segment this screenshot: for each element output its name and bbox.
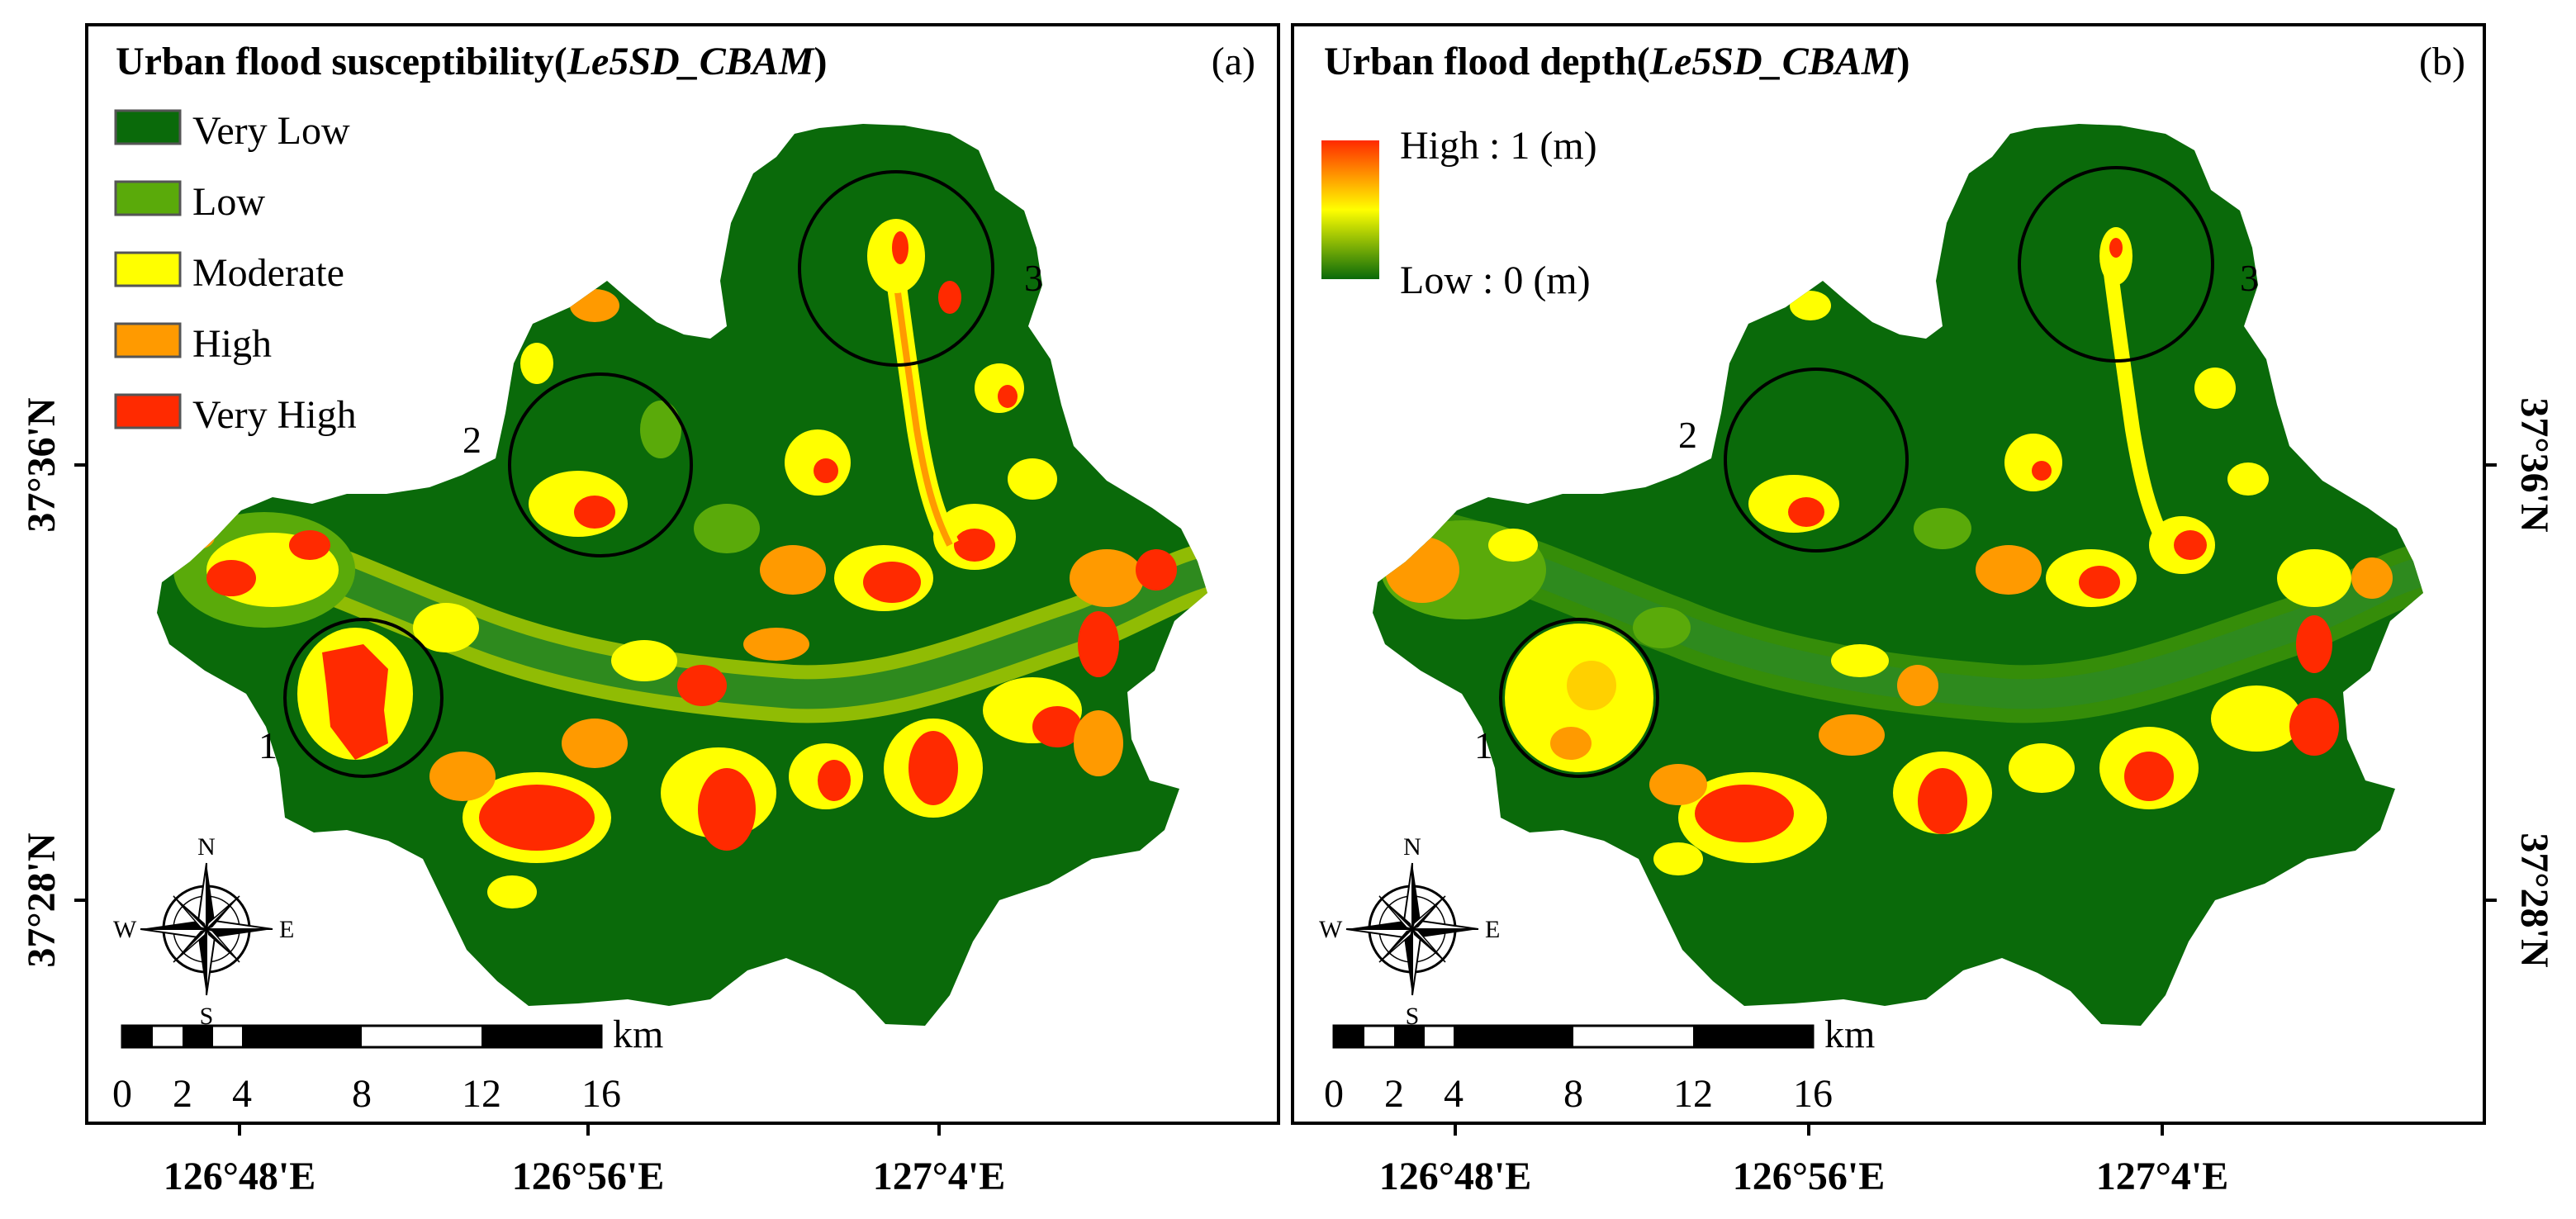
scale-tick-a: 4	[232, 1072, 252, 1116]
scale-tick-b: 16	[1793, 1072, 1833, 1116]
legend-swatch	[114, 180, 182, 216]
legend-swatch	[114, 322, 182, 358]
flood-map-a: 1 2 3	[157, 124, 1207, 1026]
depth-legend: High : 1 (m) Low : 0 (m)	[1321, 124, 1597, 302]
panel-a-label: (a)	[1212, 40, 1255, 83]
scale-tick-b: 12	[1673, 1072, 1713, 1116]
susceptibility-legend: Very Low Low Moderate High Very High	[114, 109, 357, 437]
panel-b-label: (b)	[2419, 40, 2465, 83]
compass-point-e	[206, 929, 273, 937]
scale-tick-a: 8	[352, 1072, 372, 1116]
compass-point-n	[206, 863, 215, 929]
scale-unit-a: km	[613, 1013, 663, 1056]
legend-label: High	[192, 322, 272, 366]
circle-label-3-b: 3	[2240, 257, 2259, 299]
compass-rose-a: N S E W	[113, 833, 294, 1030]
scale-tick-a: 0	[112, 1072, 132, 1116]
y-label-a-2: 37°28'N	[20, 832, 64, 968]
circle-region-3-a	[798, 170, 994, 367]
compass-n-label: N	[197, 833, 216, 861]
depth-legend-high: High : 1 (m)	[1400, 124, 1597, 168]
y-label-b-1: 37°36'N	[2512, 397, 2556, 533]
circle-region-2-a	[508, 372, 693, 557]
compass-e-label: E	[279, 916, 294, 943]
compass-point-n	[1412, 863, 1421, 929]
compass-s-label: S	[200, 1003, 214, 1030]
x-label-b-1: 126°48'E	[1379, 1155, 1532, 1198]
y-label-a-1: 37°36'N	[20, 397, 64, 533]
circle-label-2-a: 2	[463, 419, 482, 461]
scale-tick-b: 4	[1444, 1072, 1464, 1116]
legend-item-very-high: Very High	[114, 393, 357, 437]
legend-swatch	[114, 393, 182, 429]
x-label-a-2: 126°56'E	[512, 1155, 665, 1198]
compass-w-label: W	[113, 916, 137, 943]
panel-a: 1 2 3 Urban flood susceptibility(Le5SD_C…	[20, 23, 1280, 1198]
axes-b: 126°48'E 126°56'E 127°4'E 37°36'N 37°28'…	[1379, 397, 2556, 1198]
compass-point-w	[140, 921, 206, 929]
compass-n-label: N	[1403, 833, 1421, 861]
compass-point-s	[198, 929, 206, 995]
y-label-b-2: 37°28'N	[2512, 832, 2556, 968]
compass-s-label: S	[1406, 1003, 1420, 1030]
legend-label: Moderate	[192, 251, 344, 295]
scale-tick-b: 2	[1384, 1072, 1404, 1116]
x-label-a-1: 126°48'E	[164, 1155, 316, 1198]
circle-label-1-b: 1	[1474, 724, 1493, 766]
legend-item-high: High	[114, 322, 272, 366]
scale-tick-a: 16	[581, 1072, 621, 1116]
legend-swatch	[114, 251, 182, 287]
susceptibility-zones-a	[157, 219, 1207, 908]
axes-a: 126°48'E 126°56'E 127°4'E 37°36'N 37°28'…	[20, 397, 1005, 1198]
circle-region-1-a	[283, 618, 444, 778]
circle-region-1-b	[1499, 618, 1659, 778]
compass-rose-b: N S E W	[1319, 833, 1500, 1030]
scale-tick-b: 8	[1563, 1072, 1583, 1116]
compass-point-s	[1404, 929, 1412, 995]
legend-item-low: Low	[114, 180, 265, 224]
compass-e-label: E	[1485, 916, 1500, 943]
panel-a-title: Urban flood susceptibility(Le5SD_CBAM)	[116, 40, 827, 83]
depth-zones-b	[1373, 227, 2423, 875]
scale-tick-b: 0	[1324, 1072, 1344, 1116]
circle-label-1-a: 1	[259, 724, 278, 766]
legend-item-moderate: Moderate	[114, 251, 344, 295]
scale-tick-a: 2	[173, 1072, 192, 1116]
legend-label: Low	[192, 180, 265, 224]
depth-gradient-bar	[1321, 140, 1379, 279]
compass-w-label: W	[1319, 916, 1343, 943]
flood-map-b: 1 2 3	[1373, 124, 2423, 1026]
scale-unit-b: km	[1824, 1013, 1875, 1056]
scale-bar-b: km 0 2 4 8 12 16	[1324, 1013, 1875, 1116]
scale-tick-a: 12	[462, 1072, 501, 1116]
circle-region-2-b	[1724, 368, 1909, 553]
circle-label-3-a: 3	[1024, 257, 1043, 299]
depth-legend-low: Low : 0 (m)	[1400, 259, 1591, 302]
x-label-b-3: 127°4'E	[2096, 1155, 2229, 1198]
legend-label: Very High	[192, 393, 357, 437]
circle-label-2-b: 2	[1678, 414, 1697, 456]
legend-swatch	[114, 109, 182, 145]
compass-point-e	[1412, 929, 1478, 937]
panel-b: 1 2 3 Urban flood depth(Le5SD_CBAM) (b) …	[1291, 23, 2556, 1198]
legend-label: Very Low	[192, 109, 350, 153]
scale-bar-a: km 0 2 4 8 12 16	[112, 1013, 663, 1116]
legend-item-very-low: Very Low	[114, 109, 350, 153]
x-label-a-3: 127°4'E	[873, 1155, 1006, 1198]
circle-region-3-b	[2018, 166, 2214, 363]
compass-point-w	[1346, 921, 1412, 929]
x-label-b-2: 126°56'E	[1733, 1155, 1886, 1198]
panel-b-title: Urban flood depth(Le5SD_CBAM)	[1324, 40, 1909, 83]
